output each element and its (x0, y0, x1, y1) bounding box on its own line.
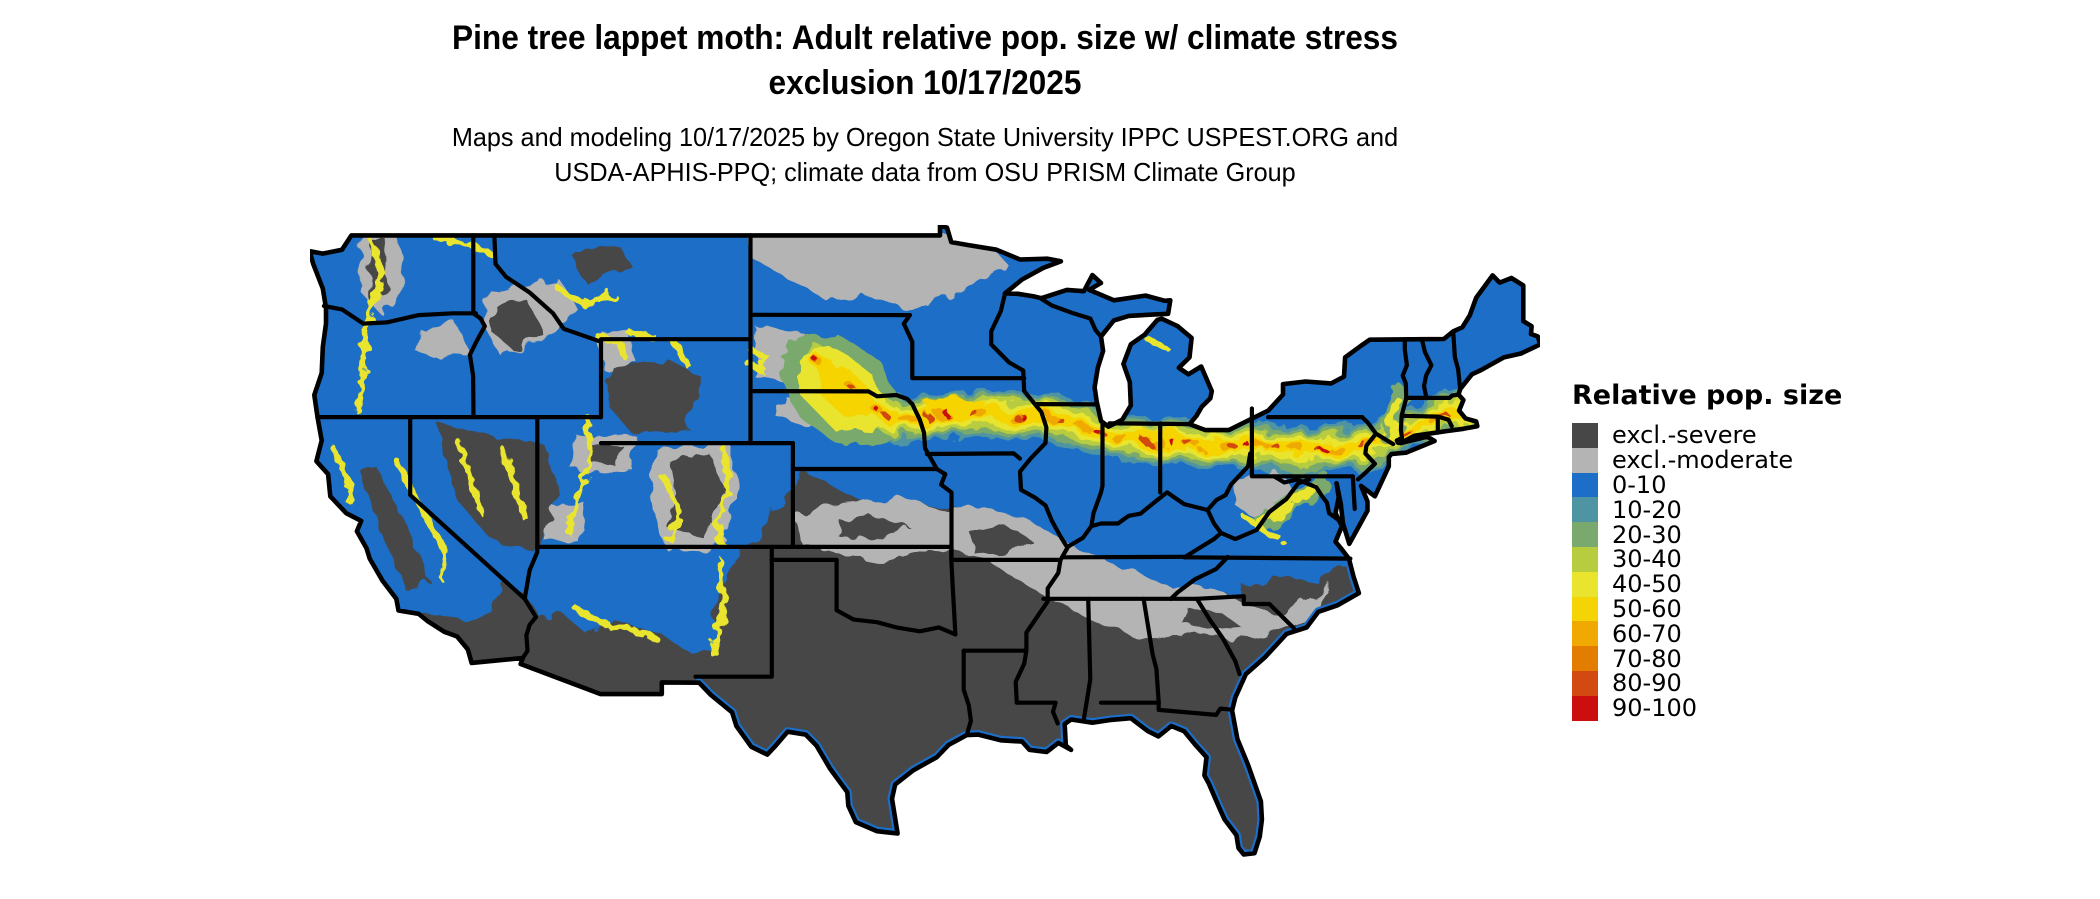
legend-title: Relative pop. size (1572, 380, 1843, 411)
legend-item: 40-50 (1572, 570, 1872, 599)
legend-item: 80-90 (1572, 669, 1872, 698)
legend-swatch (1572, 571, 1598, 597)
legend-label: 20-30 (1612, 520, 1682, 549)
legend-item: 20-30 (1572, 520, 1872, 549)
legend-label: 80-90 (1612, 669, 1682, 698)
legend-item: 60-70 (1572, 619, 1872, 648)
legend-label: 30-40 (1612, 545, 1682, 574)
legend-item: 90-100 (1572, 694, 1872, 723)
band-spurs (1255, 385, 1408, 534)
legend-swatch (1572, 472, 1598, 498)
page-subtitle: Maps and modeling 10/17/2025 by Oregon S… (451, 121, 1399, 187)
state-borders (315, 233, 1463, 738)
legend-label: 60-70 (1612, 619, 1682, 648)
legend-item: 50-60 (1572, 594, 1872, 623)
legend-label: excl.-moderate (1612, 446, 1794, 475)
legend-label: 40-50 (1612, 570, 1682, 599)
legend-swatch (1572, 497, 1598, 523)
map-canvas (307, 223, 1543, 895)
legend-label: 0-10 (1612, 471, 1667, 499)
legend-swatch (1572, 670, 1598, 696)
legend-swatch (1572, 447, 1598, 473)
legend-item: excl.-severe (1572, 421, 1872, 450)
legend-item: 30-40 (1572, 545, 1872, 574)
legend-item: 10-20 (1572, 495, 1872, 524)
header: Pine tree lappet moth: Adult relative po… (280, 16, 1570, 190)
legend-swatch (1572, 646, 1598, 671)
legend-label: 50-60 (1612, 594, 1682, 623)
legend-label: 90-100 (1612, 694, 1698, 723)
legend-swatch (1572, 423, 1598, 448)
legend: Relative pop. size excl.-severe excl.-mo… (1572, 380, 1872, 723)
population-band (781, 334, 1487, 534)
legend-label: 70-80 (1612, 644, 1682, 673)
band-60-70-speckles (811, 356, 1467, 455)
legend-swatch (1572, 695, 1598, 721)
legend-swatch (1572, 596, 1598, 622)
legend-swatch (1572, 621, 1598, 647)
legend-item: excl.-moderate (1572, 446, 1872, 475)
legend-label: excl.-severe (1612, 421, 1757, 450)
us-risk-map (307, 223, 1543, 857)
page-title: Pine tree lappet moth: Adult relative po… (452, 19, 1398, 102)
us-coastline-outline (307, 223, 1543, 857)
legend-swatch (1572, 546, 1598, 572)
legend-item: 70-80 (1572, 644, 1872, 673)
legend-label: 10-20 (1612, 495, 1682, 524)
legend-swatch (1572, 522, 1598, 547)
legend-item: 0-10 (1572, 471, 1872, 499)
